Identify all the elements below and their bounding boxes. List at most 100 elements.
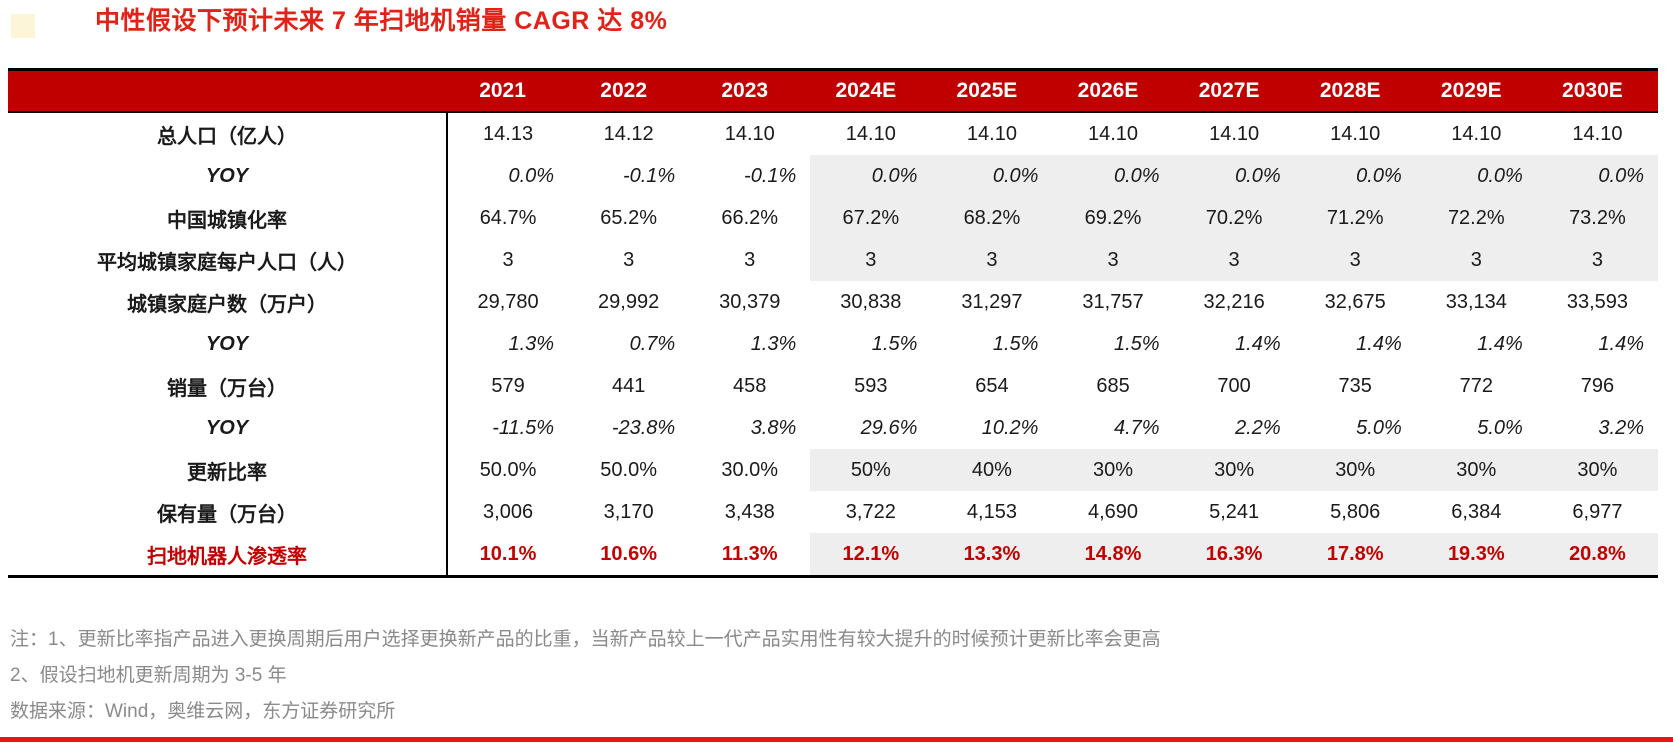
- data-cell: 32,216: [1203, 290, 1265, 313]
- year-column-header: 2025E: [931, 68, 1053, 113]
- row-label: YOY: [8, 155, 448, 197]
- data-cell: 10.6%: [568, 533, 690, 578]
- data-cell: 5,806: [1330, 500, 1381, 523]
- data-cell: 6,384: [1451, 500, 1502, 523]
- row-label: 扫地机器人渗透率: [8, 533, 448, 578]
- data-cell: 17.8%: [1294, 533, 1416, 578]
- data-cell: 458: [733, 374, 767, 397]
- data-cell: -23.8%: [611, 416, 676, 439]
- data-cell: 33,593: [1566, 290, 1628, 313]
- data-cell: 3,170: [603, 500, 654, 523]
- data-cell: -0.1%: [622, 164, 676, 187]
- table-row: 销量（万台） 579 441 458 593 654 685 700 735 772 796: [8, 365, 1658, 407]
- note-line: 2、假设扫地机更新周期为 3-5 年: [10, 665, 287, 686]
- row-label: 城镇家庭户数（万户）: [8, 281, 448, 323]
- data-cell: 65.2%: [600, 206, 657, 229]
- data-cell: 685: [1096, 374, 1130, 397]
- data-cell: 3: [1173, 239, 1295, 281]
- data-cell: 14.10: [724, 122, 775, 145]
- data-cell: 29.6%: [860, 416, 918, 439]
- data-cell: 3: [1536, 239, 1658, 281]
- row-label: 更新比率: [8, 449, 448, 491]
- data-cell: 3.2%: [1598, 416, 1644, 439]
- data-cell: 14.10: [1209, 122, 1260, 145]
- forecast-table: 2021 2022 2023 2024E 2025E 2026E 2027E 2028E 202…: [8, 68, 1658, 578]
- data-cell: 30%: [1052, 449, 1174, 491]
- data-cell: 0.7%: [629, 332, 676, 355]
- data-cell: 0.0%: [1536, 155, 1658, 197]
- data-cell: 3: [1052, 239, 1174, 281]
- data-cell: 5.0%: [1477, 416, 1523, 439]
- note-line: 数据来源：Wind，奥维云网，东方证券研究所: [10, 701, 396, 722]
- data-cell: 0.0%: [1415, 155, 1537, 197]
- data-cell: 31,297: [961, 290, 1023, 313]
- logo-mark: [11, 14, 35, 38]
- data-cell: 30%: [1294, 449, 1416, 491]
- data-cell: 66.2%: [721, 206, 779, 229]
- data-cell: 14.10: [845, 122, 896, 145]
- data-cell: 1.4%: [1598, 332, 1644, 355]
- data-cell: 5.0%: [1356, 416, 1402, 439]
- data-cell: 0.0%: [810, 155, 932, 197]
- data-cell: -11.5%: [492, 416, 555, 439]
- footnotes: 注：1、更新比率指产品进入更换周期后用户选择更换新产品的比重，当新产品较上一代产…: [10, 622, 1161, 730]
- data-cell: 30%: [1536, 449, 1658, 491]
- data-cell: 73.2%: [1536, 197, 1658, 239]
- row-label: YOY: [8, 323, 448, 365]
- data-cell: 4,690: [1087, 500, 1139, 523]
- table-body: 总人口（亿人） 14.13 14.12 14.10 14.10 14.10 14.10 14.…: [8, 112, 1658, 578]
- table-row: 保有量（万台） 3,006 3,170 3,438 3,722 4,153 4,690 5,2…: [8, 491, 1658, 533]
- data-cell: 33,134: [1445, 290, 1507, 313]
- data-cell: 14.10: [1572, 122, 1623, 145]
- data-cell: 3: [744, 248, 756, 271]
- data-cell: 50.0%: [479, 458, 537, 481]
- data-cell: 10.2%: [981, 416, 1039, 439]
- data-cell: 579: [491, 374, 525, 397]
- data-cell: 3: [502, 248, 514, 271]
- data-cell: 5,241: [1209, 500, 1260, 523]
- data-cell: 14.13: [483, 122, 534, 145]
- data-cell: 71.2%: [1294, 197, 1416, 239]
- data-cell: 68.2%: [931, 197, 1053, 239]
- data-cell: 3,438: [724, 500, 775, 523]
- data-cell: 14.10: [1451, 122, 1502, 145]
- year-column-header: 2024E: [810, 68, 932, 113]
- data-cell: 1.4%: [1477, 332, 1523, 355]
- data-cell: 3: [1294, 239, 1416, 281]
- data-cell: 70.2%: [1173, 197, 1295, 239]
- data-cell: 0.0%: [931, 155, 1053, 197]
- table-row: YOY 1.3% 0.7% 1.3% 1.5% 1.5% 1.5% 1.4% 1.4% 1.4% 1…: [8, 323, 1658, 365]
- data-cell: 64.7%: [479, 206, 537, 229]
- header-row: 2021 2022 2023 2024E 2025E 2026E 2027E 2028E 202…: [8, 68, 1658, 113]
- data-cell: 1.3%: [508, 332, 555, 355]
- row-label: 中国城镇化率: [8, 197, 448, 239]
- data-cell: 735: [1338, 374, 1372, 397]
- table-row: YOY 0.0% -0.1% -0.1% 0.0% 0.0% 0.0% 0.0% 0.0% 0.0…: [8, 155, 1658, 197]
- year-column-header: 2028E: [1294, 68, 1416, 113]
- data-cell: 3: [623, 248, 635, 271]
- data-cell: 593: [854, 374, 888, 397]
- data-cell: 10.1%: [447, 533, 569, 578]
- data-cell: 11.3%: [689, 533, 811, 578]
- data-cell: 14.8%: [1052, 533, 1174, 578]
- data-cell: 32,675: [1324, 290, 1386, 313]
- data-cell: 12.1%: [810, 533, 932, 578]
- data-cell: 3,006: [483, 500, 534, 523]
- data-cell: 14.10: [1330, 122, 1381, 145]
- data-cell: 3: [931, 239, 1053, 281]
- data-cell: 30%: [1173, 449, 1295, 491]
- data-cell: 69.2%: [1052, 197, 1174, 239]
- data-cell: 30%: [1415, 449, 1537, 491]
- data-cell: 30,379: [719, 290, 781, 313]
- data-cell: 3.8%: [750, 416, 797, 439]
- data-cell: 16.3%: [1173, 533, 1295, 578]
- data-cell: 13.3%: [931, 533, 1053, 578]
- data-cell: 441: [611, 374, 646, 397]
- data-cell: 700: [1217, 374, 1251, 397]
- data-cell: 1.5%: [871, 332, 918, 355]
- data-cell: 14.10: [966, 122, 1017, 145]
- data-cell: 1.5%: [1113, 332, 1160, 355]
- year-column-header: 2022: [568, 68, 690, 113]
- page-title: 中性假设下预计未来 7 年扫地机销量 CAGR 达 8%: [95, 7, 668, 35]
- note-line: 注：1、更新比率指产品进入更换周期后用户选择更换新产品的比重，当新产品较上一代产…: [10, 629, 1161, 650]
